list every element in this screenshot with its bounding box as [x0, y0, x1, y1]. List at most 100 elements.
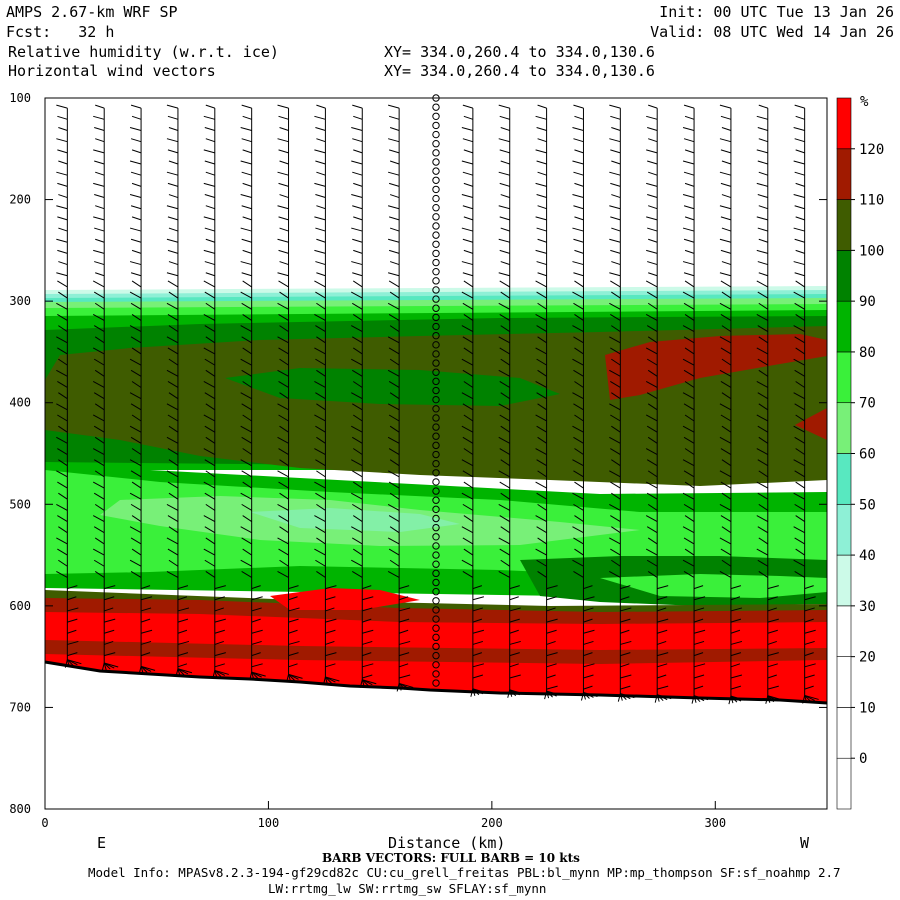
barb-flag	[795, 280, 805, 288]
barb-flag	[362, 629, 374, 634]
barb-flag	[351, 325, 363, 333]
calm-circle	[432, 341, 440, 349]
barb-flag	[398, 652, 410, 657]
barb-flag	[657, 640, 667, 645]
barb-flag	[214, 640, 224, 645]
barb-flag	[204, 325, 216, 333]
barb-flag	[388, 171, 400, 176]
barb-flag	[757, 291, 769, 299]
barb-flag	[130, 537, 142, 545]
barb-flag	[93, 526, 105, 534]
barb-flag	[758, 272, 768, 277]
barb-flag	[168, 392, 179, 400]
barb-flag	[56, 104, 68, 109]
barb-flag	[537, 336, 547, 344]
barb-flag	[573, 403, 584, 411]
barb-flag	[315, 160, 326, 165]
barb-flag	[535, 381, 547, 388]
barb-flag	[793, 559, 805, 567]
colorbar-box	[836, 300, 852, 353]
barb-flag	[498, 205, 510, 210]
barb-flag	[279, 459, 289, 467]
barb-flag	[315, 425, 326, 433]
barb-flag	[177, 663, 188, 668]
calm-circle	[432, 469, 440, 477]
barb-flag	[620, 629, 630, 634]
barb-flag	[462, 436, 474, 444]
barb-flag	[389, 227, 400, 232]
barb-flag	[647, 160, 658, 165]
barb-flag	[57, 149, 68, 154]
barb-flag	[730, 640, 743, 645]
barb-fan	[251, 671, 255, 680]
barb-flag	[757, 227, 768, 232]
barb-flag	[251, 640, 262, 645]
barb-flag	[463, 381, 474, 388]
barb-flag	[130, 302, 142, 310]
barb-fan	[617, 693, 621, 702]
barb-flag	[94, 503, 105, 511]
barb-flag	[536, 459, 547, 467]
calm-circle	[432, 231, 440, 239]
barb-flag	[316, 302, 326, 310]
barb-flag	[93, 115, 105, 120]
calm-circle	[432, 587, 440, 596]
barb-fan	[138, 666, 142, 675]
barb-flag	[352, 205, 363, 210]
barb-flag	[461, 325, 474, 333]
barb-flag	[537, 302, 547, 310]
barb-flag	[316, 104, 326, 109]
barb-flag	[67, 629, 77, 634]
barb-flag	[94, 194, 105, 199]
barb-flag	[240, 127, 252, 131]
calm-circle	[432, 523, 440, 532]
barb-flag	[721, 459, 732, 467]
barb-flag	[536, 559, 547, 567]
barb-flag	[387, 570, 400, 578]
barb-flag	[129, 194, 142, 199]
barb-flag	[472, 663, 484, 668]
barb-flag	[645, 314, 658, 321]
barb-flag	[463, 314, 474, 321]
barb-flag	[58, 358, 68, 366]
barb-flag	[56, 171, 68, 176]
barb-flag	[535, 448, 547, 455]
barb-flag	[499, 481, 510, 489]
barb-flag	[130, 272, 142, 277]
barb-flag	[205, 171, 215, 176]
barb-flag	[352, 548, 363, 556]
barb-flag	[610, 149, 621, 154]
barb-flag	[203, 182, 215, 187]
barb-flag	[166, 205, 179, 210]
barb-flag	[95, 104, 105, 109]
barb-flag	[351, 459, 363, 467]
barb-fan	[544, 691, 548, 700]
barb-flag	[56, 272, 68, 277]
barb-flag	[56, 205, 68, 210]
barb-flag	[325, 585, 337, 590]
barb-flag	[205, 571, 216, 578]
calm-circle	[432, 222, 440, 230]
barb-flag	[535, 149, 547, 154]
barb-flag	[389, 526, 400, 534]
barb-flag	[389, 425, 400, 433]
barb-flag	[646, 459, 658, 467]
barb-flag	[278, 280, 289, 288]
barb-flag	[316, 436, 326, 444]
barb-flag	[351, 526, 363, 534]
barb-flag	[463, 481, 474, 489]
barb-flag	[757, 358, 769, 366]
barb-flag	[56, 336, 68, 344]
barb-flag	[609, 403, 621, 411]
barb-flag	[168, 559, 179, 567]
barb-fan	[212, 670, 216, 679]
barb-flag	[166, 537, 179, 545]
barb-flag	[583, 685, 593, 690]
barb-flag	[277, 138, 289, 143]
barb-flag	[794, 171, 805, 176]
barb-flag	[794, 104, 805, 109]
barb-flag	[462, 369, 474, 377]
calm-circle	[432, 267, 440, 276]
barb-flag	[278, 381, 289, 388]
barb-flag	[240, 227, 252, 232]
